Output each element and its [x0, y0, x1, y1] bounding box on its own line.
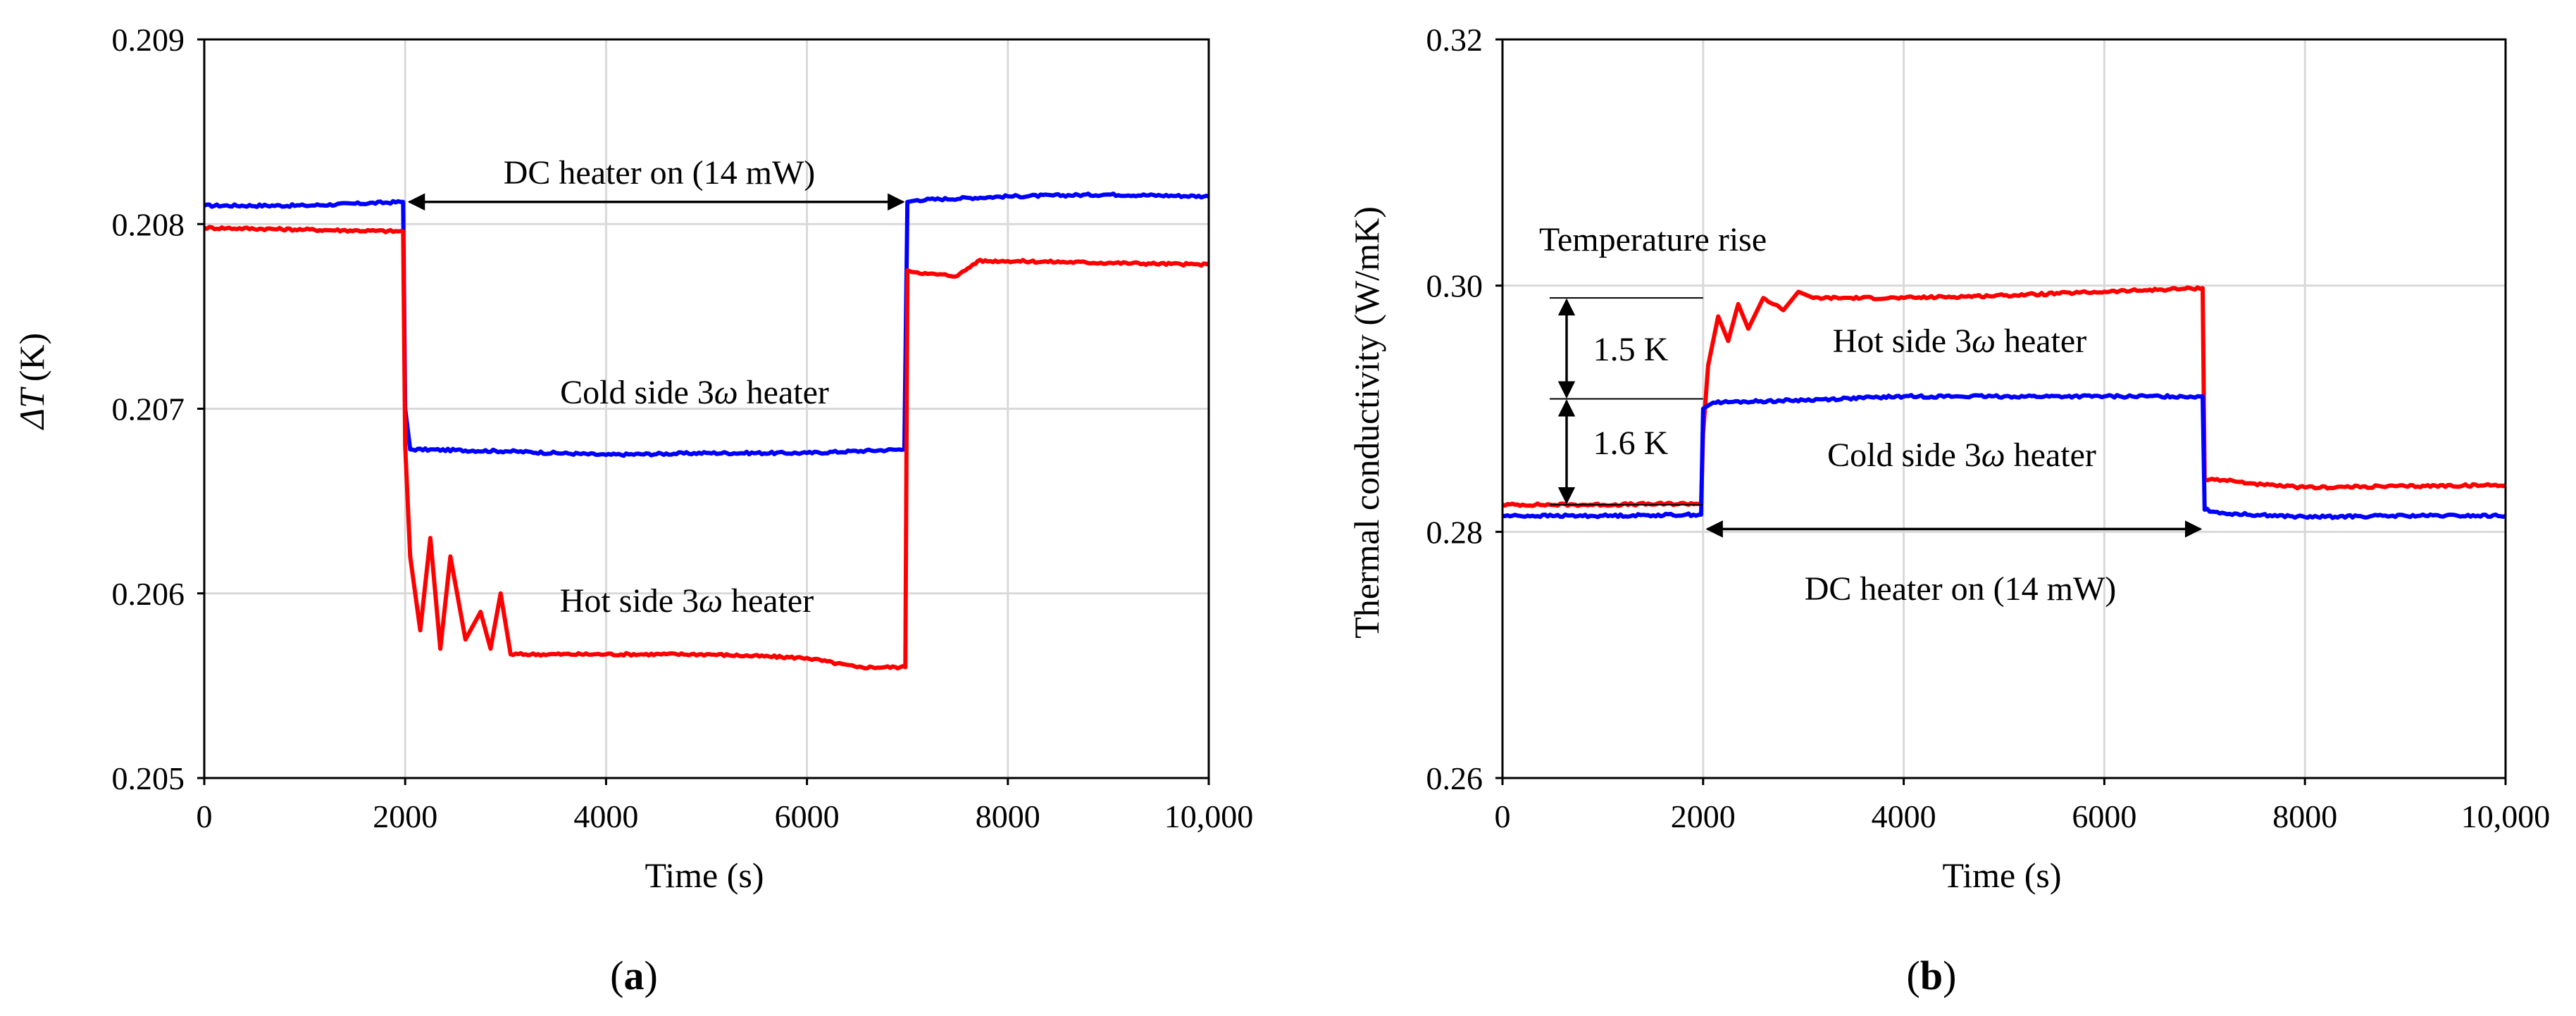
annotation-hot-side-a-suffix: heater	[723, 582, 814, 620]
annotation-cold-side-a-suffix: heater	[738, 374, 829, 411]
y-tick-label-b: 0.32	[1426, 22, 1483, 58]
annotation-cold-side-b: Cold side 3ω heater	[1827, 437, 2096, 474]
series-line-a-cold-side	[203, 192, 1209, 458]
x-tick-label-a: 8000	[976, 798, 1040, 834]
annotation-hot-side-a-prefix: Hot side 3	[560, 582, 699, 620]
y-axis-label-symbol-a: ΔT	[12, 387, 51, 430]
annotation-dc-heater-a: DC heater on (14 mW)	[504, 154, 816, 192]
x-tick-label-a: 0	[197, 798, 213, 834]
y-tick-label-a: 0.208	[112, 206, 185, 242]
y-tick-label-a: 0.205	[112, 760, 185, 796]
x-tick-label-b: 8000	[2272, 798, 2337, 834]
series-group-b	[1502, 285, 2507, 520]
series-group-a	[203, 192, 1209, 671]
y-tick-label-b: 0.26	[1426, 760, 1483, 796]
annotation-cold-side-b-omega: ω	[1981, 437, 2005, 474]
axis-ticks-a: 0 2000 4000 6000 8000 10,000 0.205 0.206 0.207 0.…	[112, 22, 1254, 834]
temperature-rise-bracket-b	[1550, 297, 1703, 506]
annotation-cold-side-b-suffix: heater	[2005, 437, 2096, 474]
y-axis-label-b: Thermal conductivity (W/mK)	[1347, 206, 1386, 639]
series-line-b-hot-side	[1502, 285, 2507, 508]
plot-frame-b	[1501, 38, 2507, 779]
annotation-hot-side-b-prefix: Hot side 3	[1833, 322, 1972, 360]
annotation-hot-side-a-omega: ω	[699, 582, 723, 620]
y-tick-label-a: 0.206	[112, 576, 185, 612]
annotation-cold-side-a-prefix: Cold side 3	[560, 374, 714, 411]
y-tick-label-a: 0.209	[112, 22, 185, 58]
y-tick-label-a: 0.207	[112, 391, 185, 427]
annotation-cold-side-a: Cold side 3ω heater	[560, 374, 829, 411]
axis-ticks-b: 0 2000 4000 6000 8000 10,000 0.26 0.28 0.30 0.32	[1426, 22, 2551, 834]
series-line-a-hot-side	[203, 225, 1209, 671]
x-tick-label-b: 0	[1495, 798, 1511, 834]
x-tick-label-a: 2000	[373, 798, 437, 834]
annotation-hot-side-b-omega: ω	[1972, 322, 1996, 360]
annotation-dc-heater-b: DC heater on (14 mW)	[1805, 570, 2117, 608]
annotation-hot-side-b: Hot side 3ω heater	[1833, 322, 2086, 360]
x-tick-label-b: 6000	[2072, 798, 2136, 834]
annotation-1-5K-b: 1.5 K	[1593, 331, 1669, 368]
x-tick-label-b: 4000	[1872, 798, 1936, 834]
panel-label-b: (b)	[1907, 953, 1957, 998]
annotation-1-6K-b: 1.6 K	[1593, 425, 1669, 462]
annotation-hot-side-a: Hot side 3ω heater	[560, 582, 814, 620]
x-tick-label-a: 10,000	[1164, 798, 1254, 834]
x-tick-label-b: 2000	[1671, 798, 1736, 834]
x-axis-label-b: Time (s)	[1942, 855, 2061, 895]
x-axis-label-a: Time (s)	[645, 855, 764, 895]
panel-label-a-letter: a	[624, 953, 645, 998]
gridlines-a	[204, 39, 1209, 778]
chart-panel-a: 0 2000 4000 6000 8000 10,000 0.205 0.206 0.207 0.…	[12, 22, 1253, 998]
annotation-hot-side-b-suffix: heater	[1996, 322, 2086, 360]
x-tick-label-a: 4000	[573, 798, 638, 834]
panel-label-a: (a)	[610, 953, 658, 998]
chart-panel-b: 0 2000 4000 6000 8000 10,0000.260.280.300.32 …	[1347, 22, 2550, 998]
annotation-cold-side-a-omega: ω	[714, 374, 738, 411]
series-line-b-cold-side	[1502, 393, 2507, 520]
x-tick-label-a: 6000	[775, 798, 840, 834]
y-tick-label-b: 0.30	[1426, 268, 1483, 304]
annotation-temperature-rise-b: Temperature rise	[1539, 221, 1767, 258]
gridlines-b	[1502, 39, 2506, 778]
y-axis-label-a: ΔT (K)	[12, 333, 51, 431]
y-tick-label-b: 0.28	[1426, 514, 1483, 550]
annotation-cold-side-b-prefix: Cold side 3	[1827, 437, 1981, 474]
panel-label-b-letter: b	[1920, 953, 1943, 998]
x-tick-label-b: 10,000	[2461, 798, 2551, 834]
y-axis-label-unit-a: (K)	[12, 333, 51, 382]
